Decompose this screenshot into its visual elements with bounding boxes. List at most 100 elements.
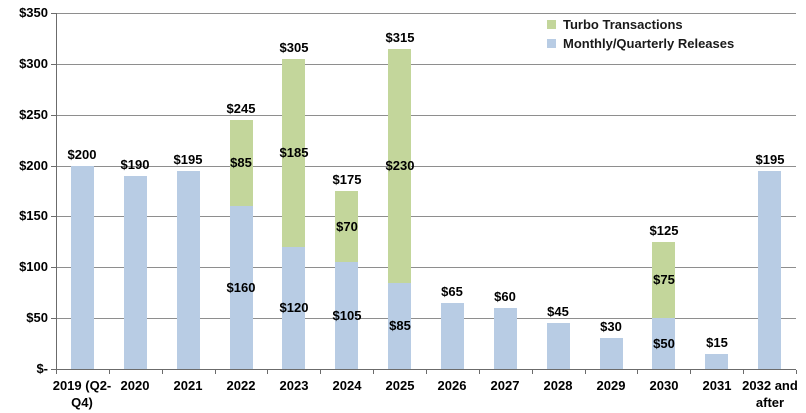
- bar-total-label: $190: [120, 157, 150, 172]
- y-axis-tick-label: $150: [19, 208, 48, 223]
- gridline: [56, 267, 796, 268]
- gridline: [56, 166, 796, 167]
- legend-item: Turbo Transactions: [547, 17, 734, 32]
- bar-segment-turbo-transactions: [335, 191, 358, 262]
- x-axis-tick: [479, 370, 480, 374]
- x-axis-tick: [426, 370, 427, 374]
- bar-segment-monthly-quarterly-releases: [282, 247, 305, 369]
- x-axis-label: 2020: [120, 378, 150, 393]
- x-axis-tick: [743, 370, 744, 374]
- x-axis-tick: [585, 370, 586, 374]
- y-axis-tick: [51, 64, 56, 65]
- bar-segment-label: $185: [279, 145, 309, 160]
- y-axis-tick-label: $250: [19, 107, 48, 122]
- legend-swatch-monthly-quarterly-releases: [547, 39, 556, 48]
- bar-total-label: $30: [600, 319, 622, 334]
- bar-segment-monthly-quarterly-releases: [71, 166, 94, 369]
- y-axis-tick: [51, 115, 56, 116]
- gridline: [56, 64, 796, 65]
- bar-total-label: $65: [441, 284, 463, 299]
- bar-segment-label: $105: [332, 308, 362, 323]
- legend-label: Monthly/Quarterly Releases: [563, 36, 735, 51]
- bar-total-label: $45: [547, 304, 569, 319]
- legend-item: Monthly/Quarterly Releases: [547, 36, 734, 51]
- bar-segment-monthly-quarterly-releases: [705, 354, 728, 369]
- gridline: [56, 13, 796, 14]
- bar-segment-monthly-quarterly-releases: [494, 308, 517, 369]
- x-axis-label: 2023: [279, 378, 309, 393]
- y-axis-line: [56, 13, 57, 373]
- y-axis-tick: [51, 318, 56, 319]
- bar-segment-label: $230: [385, 158, 415, 173]
- x-axis-label: 2019 (Q2-Q4): [52, 378, 112, 410]
- bar-segment-turbo-transactions: [652, 242, 675, 318]
- bar-total-label: $125: [649, 223, 679, 238]
- bar-total-label: $15: [706, 335, 728, 350]
- bar-segment-monthly-quarterly-releases: [124, 176, 147, 369]
- y-axis-tick-label: $350: [19, 5, 48, 20]
- y-axis-tick: [51, 216, 56, 217]
- x-axis-label: 2030: [649, 378, 679, 393]
- bar-segment-monthly-quarterly-releases: [600, 338, 623, 369]
- x-axis-label: 2028: [543, 378, 573, 393]
- y-axis-tick-label: $-: [36, 361, 48, 376]
- x-axis-label: 2027: [490, 378, 520, 393]
- x-axis-tick: [215, 370, 216, 374]
- y-axis-tick-label: $100: [19, 259, 48, 274]
- gridline: [56, 318, 796, 319]
- bar-segment-monthly-quarterly-releases: [441, 303, 464, 369]
- x-axis-tick: [690, 370, 691, 374]
- x-axis-tick: [796, 370, 797, 374]
- y-axis-tick-label: $200: [19, 158, 48, 173]
- gridline: [56, 216, 796, 217]
- x-axis-line: [56, 369, 796, 370]
- bar-segment-label: $70: [336, 219, 358, 234]
- bar-segment-label: $120: [279, 300, 309, 315]
- bar-segment-label: $160: [226, 280, 256, 295]
- legend: Turbo Transactions Monthly/Quarterly Rele…: [547, 17, 734, 55]
- x-axis-label: 2032 and after: [742, 378, 798, 410]
- legend-label: Turbo Transactions: [563, 17, 683, 32]
- bar-segment-turbo-transactions: [388, 49, 411, 283]
- x-axis-label: 2022: [226, 378, 256, 393]
- bar-segment-monthly-quarterly-releases: [652, 318, 675, 369]
- bar-segment-monthly-quarterly-releases: [758, 171, 781, 369]
- x-axis-tick: [267, 370, 268, 374]
- bar-segment-turbo-transactions: [230, 120, 253, 206]
- x-axis-tick: [532, 370, 533, 374]
- bar-segment-monthly-quarterly-releases: [335, 262, 358, 369]
- bar-segment-monthly-quarterly-releases: [547, 323, 570, 369]
- legend-swatch-turbo-transactions: [547, 20, 556, 29]
- y-axis-tick-label: $50: [26, 310, 48, 325]
- bar-segment-label: $75: [653, 272, 675, 287]
- x-axis-label: 2024: [332, 378, 362, 393]
- bar-segment-turbo-transactions: [282, 59, 305, 247]
- bar-segment-label: $85: [389, 318, 411, 333]
- bar-total-label: $305: [279, 40, 309, 55]
- bar-total-label: $200: [67, 147, 97, 162]
- x-axis-label: 2029: [596, 378, 626, 393]
- bar-segment-monthly-quarterly-releases: [230, 206, 253, 369]
- x-axis-tick: [109, 370, 110, 374]
- x-axis-label: 2031: [702, 378, 732, 393]
- y-axis-tick: [51, 166, 56, 167]
- x-axis-label: 2025: [385, 378, 415, 393]
- bar-segment-label: $50: [653, 336, 675, 351]
- y-axis-tick: [51, 267, 56, 268]
- x-axis-tick: [320, 370, 321, 374]
- x-axis-tick: [162, 370, 163, 374]
- x-axis-tick: [637, 370, 638, 374]
- bar-total-label: $175: [332, 172, 362, 187]
- y-axis-tick: [51, 369, 56, 370]
- x-axis-label: 2021: [173, 378, 203, 393]
- bar-total-label: $195: [173, 152, 203, 167]
- y-axis-tick: [51, 13, 56, 14]
- bar-segment-monthly-quarterly-releases: [388, 283, 411, 369]
- gridline: [56, 115, 796, 116]
- x-axis-label: 2026: [437, 378, 467, 393]
- y-axis-tick-label: $300: [19, 56, 48, 71]
- x-axis-tick: [56, 370, 57, 374]
- x-axis-tick: [373, 370, 374, 374]
- bar-total-label: $315: [385, 30, 415, 45]
